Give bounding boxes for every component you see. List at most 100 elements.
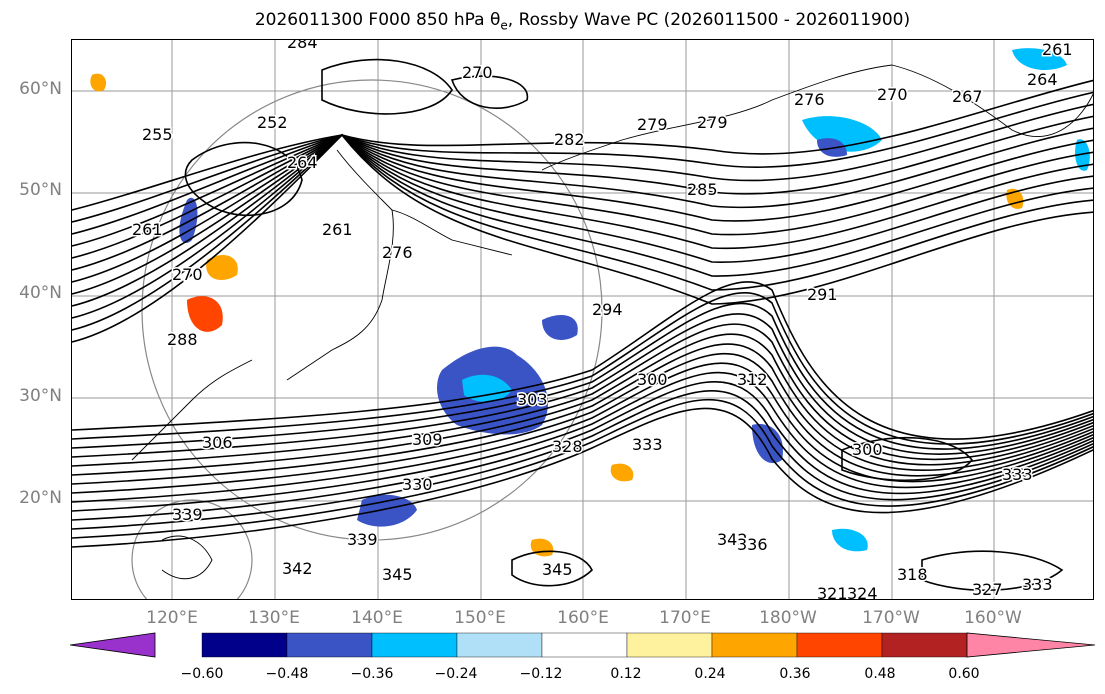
- contour-label: 327: [972, 580, 1003, 599]
- chart-title: 2026011300 F000 850 hPa θe, Rossby Wave …: [0, 10, 1105, 32]
- anomaly-blob: [832, 528, 868, 552]
- contour-label: 279: [637, 115, 668, 134]
- contour-label: 300: [637, 370, 668, 389]
- contour-line: [72, 313, 1093, 458]
- coastline: [131, 359, 253, 461]
- colorbar-segment: [881, 632, 968, 658]
- title-main: 2026011300 F000 850 hPa θ: [254, 10, 501, 30]
- lon-label-130e: 130°E: [248, 608, 300, 628]
- colorbar-tick: −0.48: [265, 666, 309, 682]
- colorbar-segment: [286, 632, 373, 658]
- contour-line: [72, 353, 1093, 494]
- colorbar-segment: [371, 632, 458, 658]
- colorbar-segment: [201, 632, 288, 658]
- contour-label: 267: [952, 87, 983, 106]
- coastlines: [131, 64, 1093, 580]
- contour-line: [72, 133, 1093, 331]
- lon-label-180w: 180°W: [759, 608, 817, 628]
- colorbar-tick: 0.36: [779, 666, 811, 682]
- contour-label: 279: [697, 113, 728, 132]
- lon-label-160w: 160°W: [964, 608, 1022, 628]
- map-area[interactable]: 284 270 252 255 261 264 261 270 276 282 279 279 276 2…: [71, 39, 1094, 600]
- colorbar-segment: [711, 632, 798, 658]
- anomaly-blob: [610, 463, 634, 482]
- contour-label: 294: [592, 300, 623, 319]
- contour-label: 339: [172, 505, 203, 524]
- anomaly-blob: [1012, 48, 1067, 70]
- contour-line: [72, 103, 1093, 235]
- contour-label: 276: [382, 243, 413, 262]
- coastline: [541, 64, 1093, 171]
- contour-label: 252: [257, 113, 288, 132]
- contour-label: 261: [1042, 40, 1073, 59]
- anomaly-blob: [1075, 139, 1090, 171]
- contour-label: 261: [322, 220, 353, 239]
- title-rest: , Rossby Wave PC (2026011500 - 202601190…: [507, 10, 911, 30]
- lat-label-60n: 60°N: [19, 79, 62, 99]
- colorbar-tick: −0.60: [180, 666, 224, 682]
- contour-label: 282: [554, 130, 585, 149]
- arc-circle-2: [131, 499, 253, 599]
- lat-label-40n: 40°N: [19, 283, 62, 303]
- contour-line: [72, 79, 1093, 211]
- lon-label-170w: 170°W: [862, 608, 920, 628]
- contour-line: [72, 323, 1093, 467]
- contour-line: [184, 141, 303, 217]
- colorbar-segment: [626, 632, 713, 658]
- lat-label-50n: 50°N: [19, 180, 62, 200]
- contour-labels: 284 270 252 255 261 264 261 270 276 282 279 279 276 2…: [131, 40, 1075, 600]
- contour-line: [72, 134, 1093, 271]
- colorbar: [70, 632, 1096, 658]
- contour-line: [72, 133, 1093, 343]
- anomaly-blob: [542, 315, 578, 340]
- contour-label: 330: [402, 475, 433, 494]
- coastline: [286, 149, 394, 381]
- lon-label-170e: 170°E: [659, 608, 711, 628]
- contour-line: [72, 398, 1093, 539]
- anomaly-blob: [179, 197, 198, 244]
- contour-line: [72, 133, 1093, 307]
- contour-line: [72, 91, 1093, 223]
- contour-line: [72, 371, 1093, 512]
- contour-line: [321, 58, 453, 115]
- contour-line: [72, 133, 1093, 319]
- contour-label: 284: [287, 40, 318, 52]
- contour-label: 345: [382, 565, 413, 584]
- colorbar-tick: −0.24: [434, 666, 478, 682]
- colorbar-tick: 0.12: [610, 666, 642, 682]
- contour-line: [72, 381, 1093, 521]
- map-svg: 284 270 252 255 261 264 261 270 276 282 279 279 276 2…: [72, 40, 1093, 600]
- contour-label: 264: [287, 153, 318, 172]
- contour-line: [72, 407, 1093, 548]
- contour-line: [450, 75, 529, 109]
- coastline: [391, 209, 513, 256]
- contour-label: 300: [852, 440, 883, 459]
- contour-label: 291: [807, 285, 838, 304]
- contour-line: [921, 550, 1064, 592]
- contour-label: 339: [347, 530, 378, 549]
- contour-label: 285: [687, 180, 718, 199]
- anomaly-blob: [752, 424, 783, 464]
- contour-line: [72, 134, 1093, 283]
- anomaly-blob: [90, 73, 107, 92]
- anomaly-blob: [206, 255, 238, 280]
- coastline: [161, 535, 213, 580]
- lon-label-160e: 160°E: [557, 608, 609, 628]
- colorbar-tick: 0.60: [948, 666, 980, 682]
- contour-label: 333: [1022, 575, 1053, 594]
- colorbar-tick: 0.24: [694, 666, 726, 682]
- colorbar-segments: [70, 632, 1096, 658]
- contour-line: [72, 281, 1093, 440]
- contour-label: 318: [897, 565, 928, 584]
- anomaly-blob: [462, 374, 512, 402]
- theta-e-contours: [72, 58, 1093, 592]
- lon-label-140e: 140°E: [351, 608, 403, 628]
- colorbar-extend-max: [966, 632, 1096, 658]
- contour-label: 264: [1027, 70, 1058, 89]
- contour-label: 306: [202, 433, 233, 452]
- contour-label: 342: [717, 530, 748, 549]
- contour-label: 261: [132, 220, 163, 239]
- graticule: [72, 40, 1093, 599]
- contour-label: 324: [847, 584, 878, 600]
- contour-label: 303: [517, 390, 548, 409]
